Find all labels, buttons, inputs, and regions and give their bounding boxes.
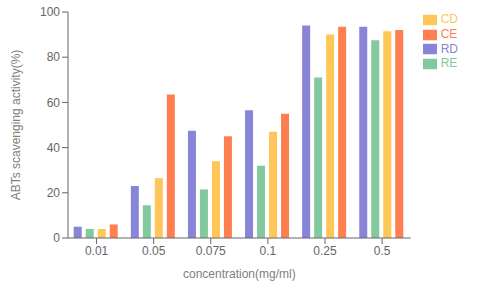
svg-text:0.1: 0.1 [260, 244, 277, 258]
html-text:RD: RD [440, 41, 458, 56]
svg-text:0.5: 0.5 [374, 244, 391, 258]
svg-text:20: 20 [47, 186, 61, 200]
svg-text:0.05: 0.05 [142, 244, 166, 258]
html-text:CE: CE [440, 26, 458, 41]
svg-text:0: 0 [53, 231, 60, 245]
svg-text:60: 60 [47, 96, 61, 110]
svg-text:0.01: 0.01 [85, 244, 109, 258]
svg-text:80: 80 [47, 50, 61, 64]
svg-text:ABTs scavenging activity(%): ABTs scavenging activity(%) [9, 50, 23, 201]
svg-text:0.25: 0.25 [313, 244, 337, 258]
svg-text:40: 40 [47, 141, 61, 155]
svg-text:0.075: 0.075 [196, 244, 226, 258]
html-text:RE: RE [440, 56, 458, 71]
html-text:CD: CD [440, 12, 458, 26]
svg-text:concentration(mg/ml): concentration(mg/ml) [183, 267, 296, 281]
svg-text:100: 100 [40, 5, 60, 19]
